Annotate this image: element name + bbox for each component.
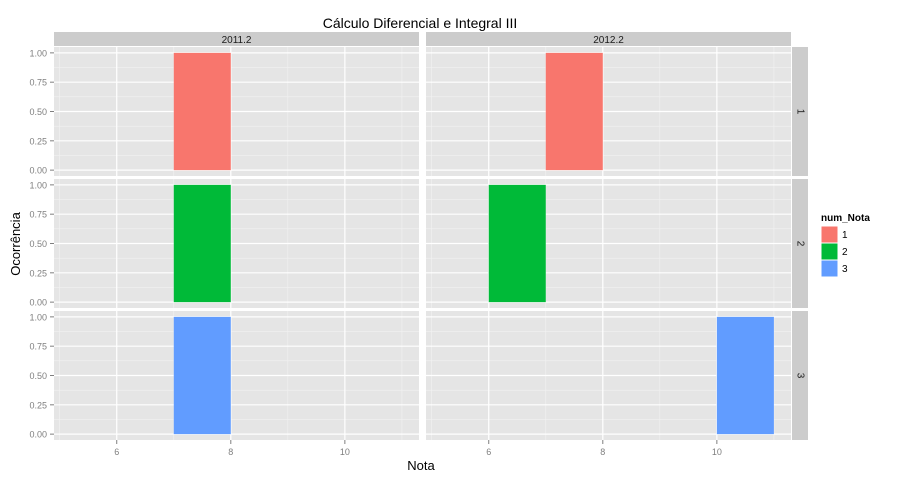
chart-title: Cálculo Diferencial e Integral III	[323, 15, 518, 31]
bar	[488, 184, 546, 303]
bar	[173, 184, 231, 303]
x-tick-label: 6	[486, 447, 491, 457]
legend: num_Nota 1 2 3	[820, 213, 870, 278]
y-tick-label: 0.00	[29, 166, 47, 176]
legend-title: num_Nota	[821, 213, 870, 224]
legend-key-swatch	[820, 225, 839, 244]
legend-key-swatch	[820, 259, 839, 278]
facet-strip-row-label: 1	[794, 109, 805, 115]
y-tick-label: 0.00	[29, 430, 47, 440]
y-tick-label: 0.25	[29, 400, 47, 410]
facet-strip-row-label: 3	[794, 373, 805, 379]
y-tick-label: 0.50	[29, 371, 47, 381]
bar	[173, 52, 231, 171]
facet-strip-row	[792, 47, 808, 176]
y-tick-label: 0.25	[29, 268, 47, 278]
legend-key-label: 1	[842, 230, 848, 241]
facet-strip-row	[792, 311, 808, 440]
y-tick-label: 0.75	[29, 78, 47, 88]
legend-key-swatch	[820, 242, 839, 261]
x-tick-label: 8	[600, 447, 605, 457]
y-tick-label: 0.75	[29, 210, 47, 220]
facet-strip-col-label: 2012.2	[593, 35, 624, 46]
legend-key-label: 3	[842, 264, 848, 275]
facet-panels: 2011.2 2012.2 1 2 3 0.00 0.25 0.50 0.75 1.00 0.00 0…	[29, 32, 808, 457]
y-tick-label: 0.00	[29, 298, 47, 308]
y-tick-label: 1.00	[29, 48, 47, 58]
facet-strip-col-label: 2011.2	[222, 35, 252, 46]
x-axis-label: Nota	[407, 458, 435, 473]
y-axis-label: Ocorrência	[8, 211, 23, 275]
x-tick-label: 10	[340, 447, 350, 457]
y-tick-label: 0.25	[29, 136, 47, 146]
x-tick-label: 8	[228, 447, 233, 457]
x-tick-label: 10	[712, 447, 722, 457]
bar	[173, 316, 231, 435]
facet-strip-row	[792, 179, 808, 308]
facet-strip-col	[54, 32, 419, 46]
bar	[545, 52, 603, 171]
facet-strip-row-label: 2	[794, 241, 805, 247]
y-tick-label: 0.75	[29, 342, 47, 352]
y-tick-label: 1.00	[29, 180, 47, 190]
y-tick-label: 0.50	[29, 239, 47, 249]
legend-key-label: 2	[842, 247, 848, 258]
bar	[716, 316, 774, 435]
y-tick-label: 1.00	[29, 312, 47, 322]
facet-strip-col	[426, 32, 791, 46]
y-tick-label: 0.50	[29, 107, 47, 117]
x-tick-label: 6	[114, 447, 119, 457]
